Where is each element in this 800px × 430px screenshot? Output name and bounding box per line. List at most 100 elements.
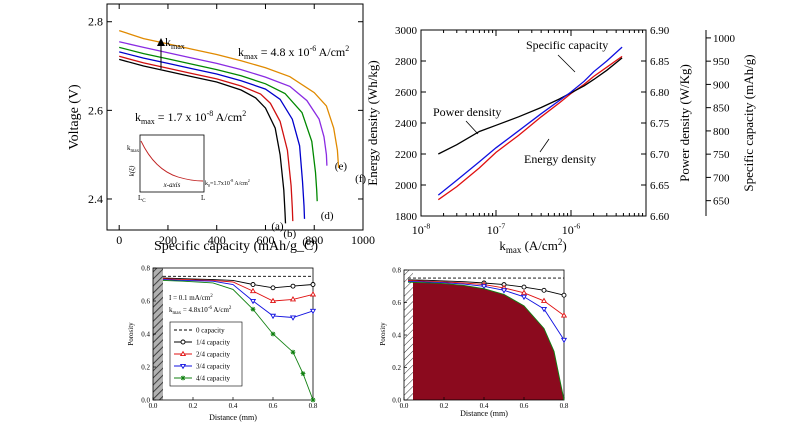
panel-a-frame <box>106 3 364 231</box>
panel-b-y2tick-label: 6.80 <box>650 87 670 99</box>
panel-a-ytick-label: 2.4 <box>88 192 103 206</box>
panel-b-y3tick-label: 800 <box>713 126 730 138</box>
panel-b-xtick-label: 10-7 <box>487 222 506 237</box>
panel-a-xlabel: Specific capacity (mAh/g_C) <box>154 239 318 254</box>
panel-c-ylabel: Porosity <box>127 322 135 346</box>
panel-b-ytick-label: 2800 <box>395 56 418 68</box>
legend-marker <box>180 375 186 381</box>
panel-b-ytick-label: 1800 <box>395 211 418 223</box>
panel-a-xtick-label: 800 <box>305 233 323 247</box>
inset-frame <box>139 134 205 193</box>
panel-c-current: I = 0.1 mA/cm2 <box>169 294 213 302</box>
legend-marker <box>179 350 187 357</box>
kmax-arrow-label: kmax <box>165 35 185 51</box>
pc-marker <box>309 308 317 315</box>
panel-b-ylabel: Energy density (Wh/kg) <box>365 60 380 185</box>
annotation-specific-capacity-pointer <box>557 54 576 73</box>
panel-a-xtick-label: 200 <box>159 233 177 247</box>
panel-b-y2tick-label: 6.75 <box>650 118 670 130</box>
pd-marker <box>560 312 568 318</box>
panel-a-curve-label: (c) <box>302 236 315 248</box>
legend-label: 2/4 capacity <box>196 351 231 359</box>
panel-a-curve-label: (e) <box>335 161 348 173</box>
pd-xtick-label: 0.6 <box>520 402 529 410</box>
pc-ytick-label: 0.0 <box>141 397 150 405</box>
panel-a-curve <box>119 41 328 166</box>
pd-marker <box>520 289 528 295</box>
pd-marker <box>541 287 547 293</box>
pc-ytick-label: 0.8 <box>141 265 150 273</box>
pd-xtick-label: 0.8 <box>560 402 569 410</box>
panel-b-y2tick-label: 6.85 <box>650 56 670 68</box>
inset-l: L <box>201 194 205 202</box>
panel-d-fill-region <box>408 282 564 400</box>
pc-marker <box>249 298 257 305</box>
inset-lc: LC <box>138 194 146 204</box>
panel-b-series <box>437 46 623 201</box>
pc-marker <box>270 331 276 337</box>
panel-a-curve-label: (a) <box>271 220 284 232</box>
panel-b-ytick-label: 2600 <box>395 87 418 99</box>
panel-b-y3tick-label: 850 <box>713 103 730 115</box>
pc-marker <box>270 285 276 291</box>
panel-a-xtick-label: 400 <box>208 233 226 247</box>
annotation-specific-capacity: Specific capacity <box>526 38 608 52</box>
pd-marker <box>520 294 528 301</box>
panel-b-y3tick-label: 950 <box>713 56 730 68</box>
pd-xtick-label: 0.2 <box>440 402 449 410</box>
panel-a-inset: kmax k(ξ) x-axis LC L k0=1.7x10-8 A/cm2 <box>127 134 250 204</box>
panel-a-curve <box>119 46 318 202</box>
separator-region <box>153 268 163 400</box>
inset-ylabel: k(ξ) <box>128 165 136 176</box>
panel-a-series <box>118 29 340 224</box>
legend-marker <box>180 339 186 345</box>
panel-b-xlabel: kmax (A/cm2) <box>499 237 566 255</box>
annotation-power-density: Power density <box>433 105 501 119</box>
panel-a-ylabel: Voltage (V) <box>67 84 82 150</box>
pd-curve <box>407 281 565 401</box>
panel-c-series <box>162 275 317 403</box>
panel-b-ytick-label: 2400 <box>395 118 418 130</box>
panel-b-density-chart: 10-8 10-7 10-6 1800 2000 2200 2400 2600 2800 3000… <box>365 25 756 255</box>
pd-marker <box>560 337 568 344</box>
legend-label: 1/4 capacity <box>196 339 231 347</box>
inset-curve <box>140 140 204 182</box>
panel-b-ylabel-right1: Power density (W/Kg) <box>677 64 692 182</box>
panel-b-y3tick-label: 750 <box>713 149 730 161</box>
pc-marker <box>249 287 257 294</box>
annotation-energy-density: Energy density <box>524 152 596 166</box>
panel-a-bottom-annotation: kmax = 1.7 x 10-8 A/cm2 <box>135 109 246 126</box>
panel-b-ytick-label: 2000 <box>395 180 418 192</box>
panel-d-porosity-chart: 0.0 0.2 0.4 0.6 0.80.00.20.40.60.8 Porosity … <box>379 267 569 419</box>
panel-b-curve <box>437 46 623 196</box>
pc-marker <box>290 349 296 355</box>
panel-a-tick-labels: 0 200 400 600 800 1000 2.4 2.6 2.8 <box>88 15 375 247</box>
pd-marker <box>540 306 548 313</box>
panel-a-curve-label: (f) <box>355 173 366 185</box>
pd-ytick-label: 0.2 <box>392 364 401 372</box>
panel-b-y2tick-label: 6.60 <box>650 211 670 223</box>
pc-marker <box>250 306 256 312</box>
panel-a-curve-label: (d) <box>321 210 334 222</box>
pc-marker <box>269 313 277 320</box>
pd-ytick-label: 0.0 <box>392 397 401 405</box>
panel-b-y2tick-label: 6.90 <box>650 25 670 37</box>
inset-ytop: kmax <box>127 144 140 154</box>
panel-b-ytick-label: 3000 <box>395 25 418 37</box>
panel-b-ylabel-right2: Specific capacity (mAh/g) <box>741 54 756 191</box>
pc-marker <box>289 315 297 321</box>
pc-xtick-label: 0.6 <box>269 402 278 410</box>
panel-d-hatched-region <box>404 270 413 400</box>
legend-label: 4/4 capacity <box>196 375 231 383</box>
pd-xtick-label: 0.0 <box>400 402 409 410</box>
pc-marker <box>250 282 256 287</box>
legend-label: 3/4 capacity <box>196 363 231 371</box>
pd-marker <box>521 284 527 290</box>
panel-a-curve <box>119 58 287 224</box>
pc-xtick-label: 0.2 <box>189 402 198 410</box>
panel-d-ticks <box>403 269 565 401</box>
pd-marker <box>480 284 488 290</box>
panel-b-tick-labels: 10-8 10-7 10-6 1800 2000 2200 2400 2600 2800 3000… <box>395 25 736 237</box>
pc-curve <box>162 278 314 302</box>
